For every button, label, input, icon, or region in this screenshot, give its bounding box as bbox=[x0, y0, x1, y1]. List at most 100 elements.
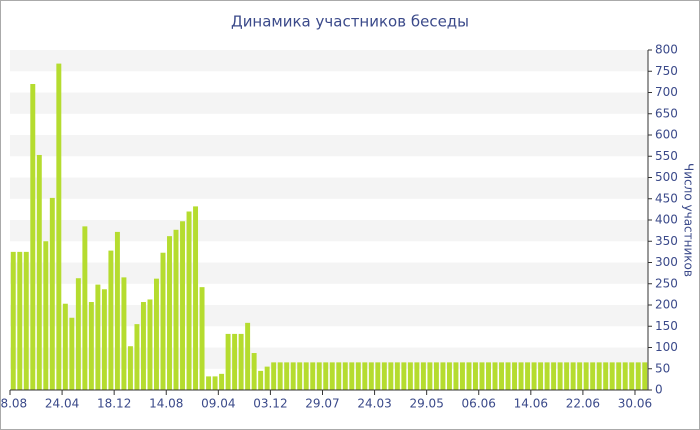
bar bbox=[531, 362, 537, 390]
bar bbox=[440, 362, 446, 390]
bar bbox=[375, 362, 381, 390]
x-tick-label: 30.06 bbox=[618, 397, 652, 411]
bar bbox=[570, 362, 576, 390]
bar bbox=[518, 362, 524, 390]
bar bbox=[101, 289, 107, 390]
bar bbox=[30, 84, 36, 390]
x-tick-label: 28.08 bbox=[0, 397, 27, 411]
bar bbox=[238, 333, 244, 390]
x-tick-label: 09.04 bbox=[201, 397, 235, 411]
bar bbox=[323, 362, 329, 390]
bar bbox=[49, 197, 55, 390]
x-tick-label: 24.04 bbox=[45, 397, 79, 411]
x-tick-label: 18.12 bbox=[97, 397, 131, 411]
bar bbox=[590, 362, 596, 390]
bar bbox=[629, 362, 635, 390]
bar bbox=[69, 317, 75, 390]
y-tick-label: 0 bbox=[655, 383, 663, 397]
bar bbox=[336, 362, 342, 390]
bar bbox=[499, 362, 504, 390]
bar bbox=[23, 251, 29, 390]
bar bbox=[180, 221, 185, 390]
grid-band bbox=[10, 220, 648, 242]
bar bbox=[596, 362, 602, 390]
bar bbox=[219, 373, 225, 390]
bar bbox=[56, 63, 62, 390]
bar bbox=[603, 362, 609, 390]
bar bbox=[108, 250, 114, 390]
bar bbox=[466, 362, 472, 390]
x-tick-label: 06.06 bbox=[462, 397, 496, 411]
bar bbox=[114, 231, 120, 390]
grid-band bbox=[10, 262, 648, 284]
bar bbox=[264, 366, 270, 390]
bar bbox=[167, 236, 172, 390]
y-tick-label: 450 bbox=[655, 191, 678, 205]
y-tick-label: 300 bbox=[655, 255, 678, 269]
bar bbox=[551, 362, 557, 390]
bar bbox=[492, 362, 498, 390]
bar bbox=[82, 226, 88, 390]
bar bbox=[557, 362, 563, 390]
bar bbox=[362, 362, 368, 390]
y-tick-label: 200 bbox=[655, 298, 678, 312]
bar bbox=[420, 362, 426, 390]
bar bbox=[622, 362, 628, 390]
bar bbox=[127, 346, 133, 390]
bar bbox=[173, 229, 179, 390]
bar bbox=[564, 362, 570, 390]
bar bbox=[583, 362, 589, 390]
grid-band bbox=[10, 135, 648, 157]
bar bbox=[154, 278, 159, 390]
y-tick-label: 250 bbox=[655, 276, 678, 290]
bar bbox=[232, 333, 238, 390]
y-tick-label: 500 bbox=[655, 170, 678, 184]
bar bbox=[258, 370, 264, 390]
bar bbox=[193, 206, 199, 390]
bar bbox=[62, 303, 68, 390]
grid-band bbox=[10, 177, 648, 199]
bar bbox=[245, 322, 251, 390]
y-axis-title: Число участников bbox=[682, 163, 696, 277]
bar bbox=[206, 376, 212, 390]
bar bbox=[401, 362, 407, 390]
bar bbox=[486, 362, 491, 390]
bar bbox=[310, 362, 316, 390]
bar bbox=[316, 362, 322, 390]
y-tick-label: 650 bbox=[655, 106, 678, 120]
bar bbox=[17, 251, 23, 390]
bar bbox=[635, 362, 641, 390]
x-tick-label: 14.06 bbox=[514, 397, 548, 411]
bar bbox=[616, 362, 622, 390]
bar bbox=[433, 362, 439, 390]
x-tick-label: 29.07 bbox=[305, 397, 339, 411]
chart-title: Динамика участников беседы bbox=[231, 13, 469, 31]
y-tick-label: 600 bbox=[655, 128, 678, 142]
bar bbox=[577, 362, 583, 390]
y-tick-label: 750 bbox=[655, 64, 678, 78]
bar bbox=[642, 362, 648, 390]
bar bbox=[473, 362, 478, 390]
bar bbox=[303, 362, 309, 390]
x-tick-label: 03.12 bbox=[253, 397, 287, 411]
bar bbox=[609, 362, 615, 390]
bar bbox=[538, 362, 544, 390]
bar bbox=[368, 362, 374, 390]
grid-band bbox=[10, 50, 648, 72]
bar bbox=[75, 278, 81, 390]
x-tick-label: 29.05 bbox=[409, 397, 443, 411]
bar bbox=[512, 362, 518, 390]
bar bbox=[414, 362, 420, 390]
bar bbox=[355, 362, 361, 390]
bar bbox=[134, 324, 140, 390]
bar bbox=[505, 362, 511, 390]
bar bbox=[394, 362, 400, 390]
x-tick-label: 22.06 bbox=[566, 397, 600, 411]
y-tick-label: 100 bbox=[655, 340, 678, 354]
bar bbox=[329, 362, 335, 390]
bar bbox=[199, 287, 205, 390]
bar bbox=[271, 362, 277, 390]
bar bbox=[342, 362, 348, 390]
bar bbox=[160, 252, 166, 390]
